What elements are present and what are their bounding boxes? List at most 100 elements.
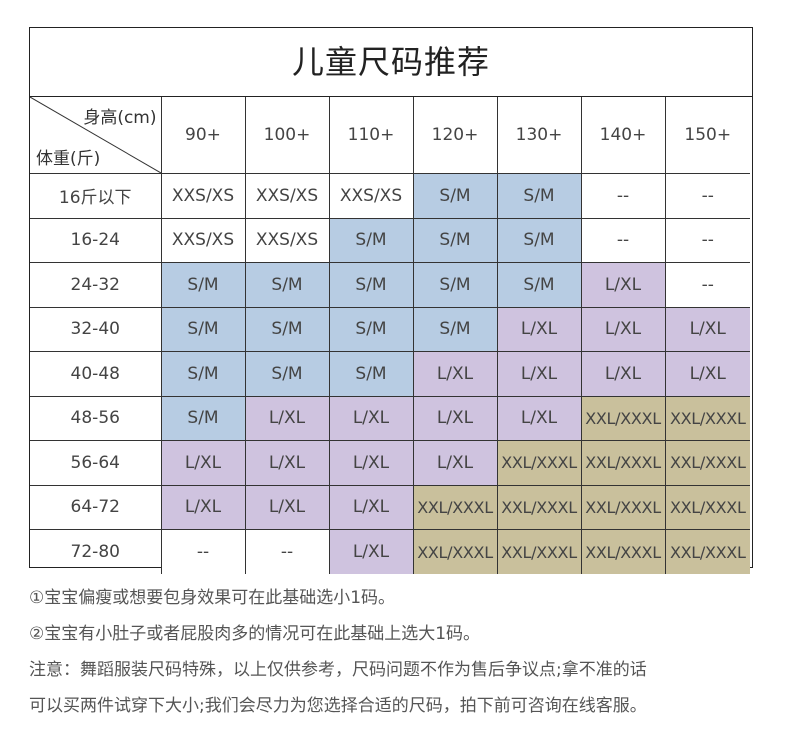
weight-axis-label: 体重(斤) xyxy=(36,149,101,169)
table-row: 72-80 -- -- L/XL XXL/XXXL XXL/XXXL XXL/XXXL XXL… xyxy=(30,529,750,574)
size-cell: XXS/XS xyxy=(244,217,330,263)
size-cell: -- xyxy=(664,217,750,263)
note-2: ②宝宝有小肚子或者屁股肉多的情况可在此基础上选大1码。 xyxy=(29,624,481,644)
size-cell: S/M xyxy=(244,262,330,308)
notes: ①宝宝偏瘦或想要包身效果可在此基础选小1码。 ②宝宝有小肚子或者屁股肉多的情况可… xyxy=(29,580,769,724)
size-cell: S/M xyxy=(160,262,246,308)
size-cell: XXL/XXXL xyxy=(496,484,582,530)
weight-row-header: 72-80 xyxy=(30,529,162,574)
size-cell: L/XL xyxy=(328,529,414,574)
size-cell: XXS/XS xyxy=(160,217,246,263)
size-cell: XXS/XS xyxy=(244,173,330,219)
size-cell: XXL/XXXL xyxy=(664,395,750,441)
table-row: 64-72 L/XL L/XL L/XL XXL/XXXL XXL/XXXL XXL/XXX… xyxy=(30,484,750,530)
height-column-header: 130+ xyxy=(496,97,582,174)
table-row: 48-56 S/M L/XL L/XL L/XL L/XL XXL/XXXL XXL/XXXL xyxy=(30,395,750,441)
size-cell: S/M xyxy=(160,351,246,397)
height-column-header: 110+ xyxy=(328,97,414,174)
size-cell: L/XL xyxy=(328,440,414,486)
size-cell: -- xyxy=(664,262,750,308)
size-cell: S/M xyxy=(328,351,414,397)
size-cell: L/XL xyxy=(244,440,330,486)
size-cell: -- xyxy=(580,217,666,263)
size-cell: -- xyxy=(244,529,330,574)
size-cell: -- xyxy=(580,173,666,219)
size-cell: S/M xyxy=(496,173,582,219)
size-cell: L/XL xyxy=(328,395,414,441)
corner-header: 身高(cm) 体重(斤) xyxy=(30,97,162,174)
table-row: 40-48 S/M S/M S/M L/XL L/XL L/XL L/XL xyxy=(30,351,750,397)
size-cell: S/M xyxy=(244,351,330,397)
size-cell: XXS/XS xyxy=(328,173,414,219)
weight-row-header: 16-24 xyxy=(30,217,162,263)
size-cell: XXS/XS xyxy=(160,173,246,219)
table-row: 56-64 L/XL L/XL L/XL L/XL XXL/XXXL XXL/XXXL XXL… xyxy=(30,440,750,486)
chart-title: 儿童尺码推荐 xyxy=(30,28,752,97)
size-cell: S/M xyxy=(496,217,582,263)
table-row: 32-40 S/M S/M S/M S/M L/XL L/XL L/XL xyxy=(30,306,750,352)
size-cell: L/XL xyxy=(412,395,498,441)
header-row: 身高(cm) 体重(斤) 90+ 100+ 110+ 120+ 130+ 140+ 150+ xyxy=(30,97,750,174)
size-cell: S/M xyxy=(160,395,246,441)
weight-row-header: 24-32 xyxy=(30,262,162,308)
note-3-line-1: 注意：舞蹈服装尺码特殊，以上仅供参考，尺码问题不作为售后争议点;拿不准的话 xyxy=(29,660,647,680)
size-cell: XXL/XXXL xyxy=(664,484,750,530)
size-cell: L/XL xyxy=(244,395,330,441)
height-column-header: 100+ xyxy=(244,97,330,174)
size-cell: L/XL xyxy=(328,484,414,530)
size-cell: S/M xyxy=(328,262,414,308)
size-cell: XXL/XXXL xyxy=(664,440,750,486)
height-column-header: 90+ xyxy=(160,97,246,174)
size-cell: L/XL xyxy=(580,351,666,397)
size-cell: L/XL xyxy=(412,440,498,486)
size-cell: XXL/XXXL xyxy=(580,529,666,574)
size-chart: 儿童尺码推荐 身高(cm) 体重(斤) 90+ 100+ 110+ 120+ 130+ 140… xyxy=(29,27,753,574)
size-cell: L/XL xyxy=(664,351,750,397)
weight-row-header: 40-48 xyxy=(30,351,162,397)
height-column-header: 150+ xyxy=(664,97,750,174)
size-cell: S/M xyxy=(496,262,582,308)
height-axis-label: 身高(cm) xyxy=(83,108,157,128)
size-cell: S/M xyxy=(328,217,414,263)
size-cell: L/XL xyxy=(244,484,330,530)
size-cell: XXL/XXXL xyxy=(580,484,666,530)
size-cell: XXL/XXXL xyxy=(496,529,582,574)
size-cell: S/M xyxy=(412,306,498,352)
size-cell: L/XL xyxy=(496,395,582,441)
size-cell: XXL/XXXL xyxy=(412,529,498,574)
size-cell: L/XL xyxy=(580,306,666,352)
size-cell: L/XL xyxy=(412,351,498,397)
table-row: 24-32 S/M S/M S/M S/M S/M L/XL -- xyxy=(30,262,750,308)
diagonal-divider xyxy=(30,97,160,173)
size-cell: XXL/XXXL xyxy=(580,440,666,486)
weight-row-header: 64-72 xyxy=(30,484,162,530)
size-cell: S/M xyxy=(412,262,498,308)
size-cell: L/XL xyxy=(160,440,246,486)
weight-row-header: 56-64 xyxy=(30,440,162,486)
note-1: ①宝宝偏瘦或想要包身效果可在此基础选小1码。 xyxy=(29,588,396,608)
size-cell: S/M xyxy=(244,306,330,352)
size-cell: S/M xyxy=(412,217,498,263)
height-column-header: 140+ xyxy=(580,97,666,174)
size-cell: L/XL xyxy=(160,484,246,530)
size-cell: L/XL xyxy=(580,262,666,308)
size-cell: L/XL xyxy=(496,306,582,352)
height-column-header: 120+ xyxy=(412,97,498,174)
note-3-line-2: 可以买两件试穿下大小;我们会尽力为您选择合适的尺码，拍下前可咨询在线客服。 xyxy=(29,696,647,716)
size-cell: -- xyxy=(160,529,246,574)
size-cell: XXL/XXXL xyxy=(496,440,582,486)
size-cell: L/XL xyxy=(664,306,750,352)
weight-row-header: 48-56 xyxy=(30,395,162,441)
size-table: 身高(cm) 体重(斤) 90+ 100+ 110+ 120+ 130+ 140+ 150+ 16… xyxy=(30,97,750,574)
table-row: 16-24 XXS/XS XXS/XS S/M S/M S/M -- -- xyxy=(30,217,750,263)
size-cell: XXL/XXXL xyxy=(664,529,750,574)
size-cell: L/XL xyxy=(496,351,582,397)
weight-row-header: 16斤以下 xyxy=(30,173,162,219)
weight-row-header: 32-40 xyxy=(30,306,162,352)
size-cell: S/M xyxy=(412,173,498,219)
size-cell: S/M xyxy=(160,306,246,352)
size-cell: S/M xyxy=(328,306,414,352)
table-row: 16斤以下 XXS/XS XXS/XS XXS/XS S/M S/M -- -- xyxy=(30,173,750,219)
size-cell: XXL/XXXL xyxy=(580,395,666,441)
size-cell: XXL/XXXL xyxy=(412,484,498,530)
